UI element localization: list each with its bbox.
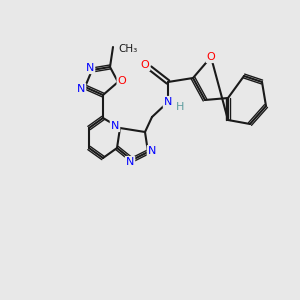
- Text: N: N: [111, 121, 119, 131]
- Text: O: O: [141, 60, 149, 70]
- Text: N: N: [164, 97, 172, 107]
- Text: N: N: [77, 84, 85, 94]
- Text: N: N: [148, 146, 156, 156]
- Text: H: H: [176, 102, 184, 112]
- Text: N: N: [126, 157, 134, 167]
- Text: O: O: [118, 76, 126, 86]
- Text: CH₃: CH₃: [118, 44, 137, 54]
- Text: N: N: [86, 63, 94, 73]
- Text: O: O: [207, 52, 215, 62]
